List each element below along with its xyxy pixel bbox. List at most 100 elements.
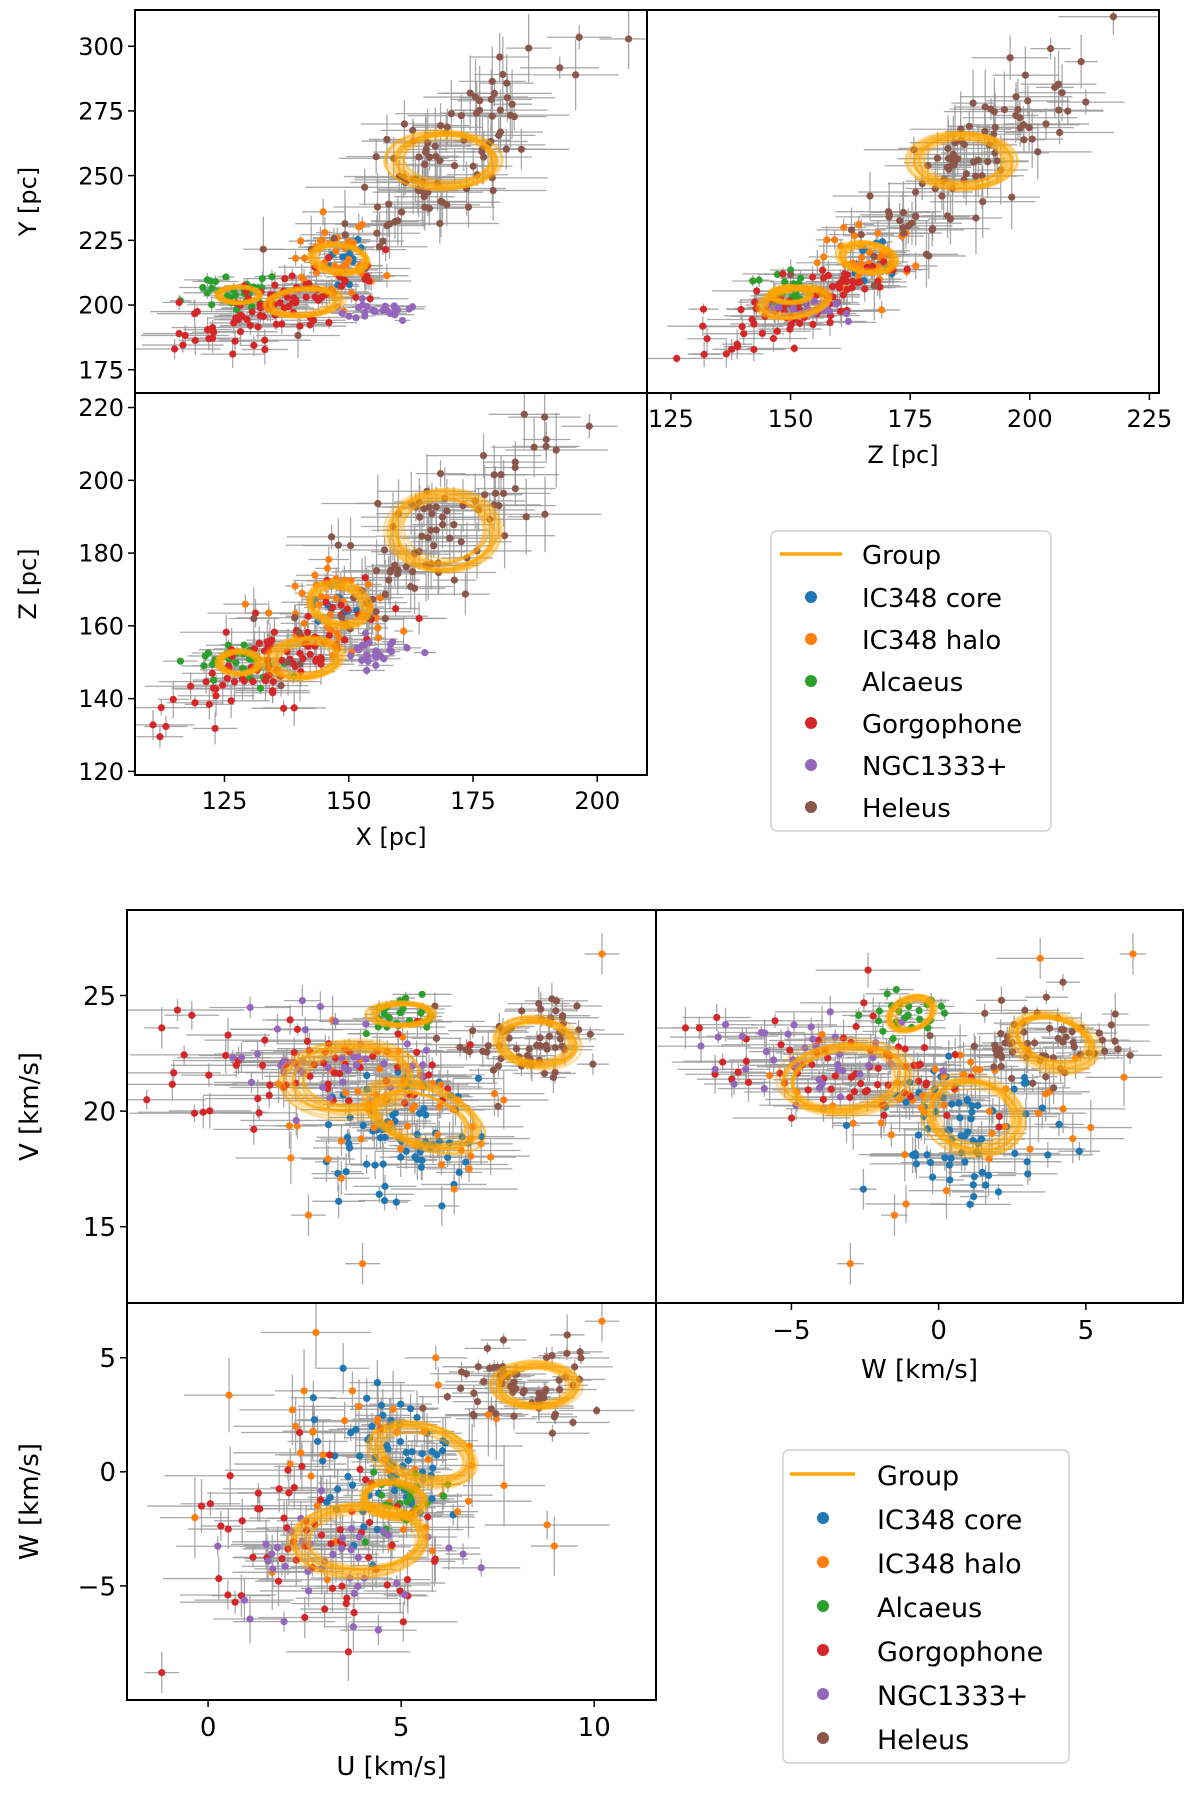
point-ngc1333 — [834, 1061, 842, 1069]
point-alcaeus — [232, 659, 240, 667]
point-alcaeus — [380, 1010, 389, 1018]
point-ngc1333 — [822, 301, 830, 309]
group-ellipse — [361, 1080, 479, 1152]
point-alcaeus — [855, 1011, 863, 1019]
panel-uv: 15 20 25 V [km/s] — [15, 909, 657, 1304]
point-heleus — [364, 614, 372, 622]
group-ellipse — [214, 649, 262, 677]
point-ic348-core — [968, 1108, 976, 1116]
group-ellipse — [366, 1000, 439, 1029]
point-ic348-core — [961, 1158, 969, 1166]
point-alcaeus — [418, 990, 426, 998]
point-gorgophone — [158, 1024, 166, 1032]
point-ic348-halo — [976, 1066, 984, 1074]
axis-ticks: 125 150 175 200 225 — [648, 393, 1172, 433]
group-ellipse — [384, 128, 494, 187]
point-ic348-core — [397, 1153, 405, 1161]
point-ngc1333 — [792, 1101, 800, 1109]
point-ic348-halo — [1036, 954, 1044, 962]
group-ellipse — [922, 137, 1013, 188]
point-gorgophone — [861, 285, 869, 293]
point-gorgophone — [212, 692, 220, 700]
point-ic348-halo — [293, 1122, 301, 1130]
group-ellipse — [785, 1042, 906, 1111]
group-ellipse — [269, 287, 336, 315]
point-ic348-halo — [332, 594, 340, 602]
group-ellipse — [503, 1021, 577, 1066]
point-alcaeus — [248, 303, 256, 311]
point-heleus — [1051, 83, 1059, 91]
point-ic348-core — [842, 1121, 851, 1130]
point-heleus — [991, 149, 999, 157]
group-ellipse — [927, 1081, 1023, 1157]
point-ic348-halo — [1129, 950, 1137, 958]
point-ngc1333 — [711, 1065, 719, 1073]
point-gorgophone — [305, 280, 313, 288]
group-ellipse — [218, 651, 257, 674]
group-ellipse — [311, 243, 365, 273]
point-ic348-halo — [967, 1058, 975, 1066]
point-gorgophone — [802, 285, 810, 293]
point-heleus — [540, 1069, 549, 1078]
point-heleus — [589, 1060, 597, 1068]
group-ellipse — [269, 286, 345, 318]
point-alcaeus — [425, 1016, 433, 1024]
scatter-points — [673, 13, 1117, 363]
point-gorgophone — [253, 666, 261, 674]
point-ic348-core — [1011, 1149, 1019, 1158]
point-gorgophone — [695, 1024, 703, 1032]
point-heleus — [361, 264, 370, 273]
point-ngc1333 — [789, 305, 797, 314]
point-heleus — [400, 120, 409, 128]
point-ic348-halo — [500, 1096, 508, 1104]
point-ngc1333 — [831, 1033, 839, 1041]
x-tick-label: 125 — [648, 405, 694, 433]
point-heleus — [381, 590, 389, 598]
group-ellipse — [262, 635, 341, 680]
point-gorgophone — [267, 298, 275, 306]
point-heleus — [430, 542, 438, 550]
group-ellipse — [214, 284, 262, 305]
point-gorgophone — [352, 293, 360, 302]
y-axis-label: Z [pc] — [14, 548, 42, 619]
group-ellipse — [837, 240, 899, 275]
point-gorgophone — [170, 1069, 178, 1077]
panel-wv: −5 0 5W [km/s] — [655, 909, 1184, 1385]
group-ellipse — [218, 285, 259, 303]
point-ic348-halo — [829, 1102, 837, 1110]
point-heleus — [1055, 128, 1064, 137]
group-ellipse — [372, 1089, 467, 1147]
point-heleus — [346, 625, 354, 633]
group-ellipses — [774, 993, 1102, 1159]
point-ic348-core — [969, 1136, 977, 1145]
point-heleus — [918, 179, 926, 188]
point-gorgophone — [310, 1061, 318, 1069]
point-gorgophone — [889, 266, 897, 274]
point-gorgophone — [285, 302, 293, 311]
point-ic348-core — [342, 1168, 350, 1176]
point-ngc1333 — [784, 1030, 792, 1038]
group-ellipse — [766, 285, 814, 306]
point-alcaeus — [396, 997, 404, 1005]
point-ic348-halo — [449, 1105, 457, 1113]
group-ellipse — [374, 1003, 433, 1027]
group-ellipses — [213, 128, 504, 319]
point-heleus — [380, 546, 389, 554]
group-ellipses — [214, 487, 504, 683]
point-ic348-core — [906, 1078, 914, 1086]
point-gorgophone — [286, 1016, 294, 1024]
point-gorgophone — [734, 1068, 742, 1076]
point-gorgophone — [278, 320, 286, 328]
group-ellipse — [1010, 1010, 1102, 1072]
group-ellipse — [307, 578, 373, 627]
point-heleus — [870, 282, 878, 290]
point-heleus — [363, 599, 371, 607]
point-heleus — [1019, 1019, 1027, 1027]
point-gorgophone — [264, 304, 272, 312]
group-ellipse — [499, 1019, 579, 1068]
point-ngc1333 — [790, 1021, 798, 1029]
point-ic348-core — [982, 1181, 990, 1189]
group-ellipse — [267, 639, 337, 679]
point-heleus — [552, 446, 560, 454]
point-ic348-core — [945, 1052, 953, 1060]
